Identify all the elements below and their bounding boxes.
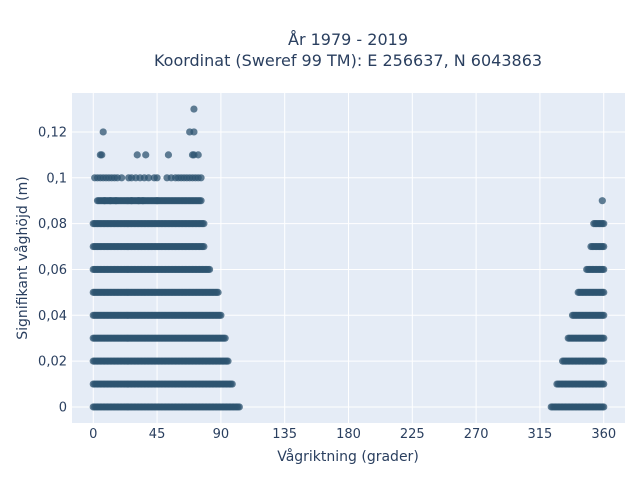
y-tick-label: 0,02 (38, 355, 67, 370)
data-point (99, 128, 107, 136)
x-tick-label: 180 (336, 427, 361, 442)
data-point (194, 151, 202, 159)
data-point (197, 174, 205, 182)
data-point (153, 197, 161, 205)
y-tick-label: 0,1 (46, 171, 67, 186)
chart-title-line1: År 1979 - 2019 (288, 30, 408, 49)
data-point (106, 197, 114, 205)
y-tick-label: 0,06 (38, 263, 67, 278)
data-point (205, 265, 214, 274)
data-points (89, 105, 608, 411)
x-tick-label: 90 (213, 427, 230, 442)
data-point (142, 151, 150, 159)
x-tick-label: 0 (89, 427, 97, 442)
data-point (164, 151, 173, 159)
data-point (118, 174, 126, 182)
data-point (600, 220, 608, 228)
data-point (127, 197, 136, 205)
data-point (600, 311, 608, 319)
data-point (197, 197, 205, 205)
data-point (598, 197, 606, 205)
data-point (200, 242, 208, 251)
x-tick-labels: 0 45 90 135 180 225 270 315 360 (89, 427, 616, 442)
data-point (190, 128, 198, 136)
x-tick-label: 270 (464, 427, 489, 442)
data-point (139, 197, 147, 205)
y-tick-label: 0,08 (38, 217, 67, 232)
data-point (600, 242, 608, 251)
data-point (200, 220, 208, 228)
data-point (600, 403, 608, 411)
x-tick-label: 315 (528, 427, 553, 442)
data-point (112, 197, 120, 205)
data-point (214, 288, 222, 296)
y-axis-label: Signifikant våghöjd (m) (14, 176, 31, 339)
data-point (144, 174, 153, 182)
y-tick-label: 0 (59, 400, 67, 415)
chart-title-line2: Koordinat (Sweref 99 TM): E 256637, N 60… (154, 51, 542, 70)
y-tick-label: 0,04 (38, 309, 67, 324)
y-tick-labels: 0 0,02 0,04 0,06 0,08 0,1 0,12 (38, 125, 67, 415)
data-point (190, 105, 198, 113)
data-point (217, 311, 225, 319)
data-point (221, 334, 229, 342)
x-tick-label: 135 (272, 427, 297, 442)
data-point (224, 357, 232, 365)
x-axis-label: Vågriktning (grader) (277, 448, 419, 465)
x-tick-label: 360 (591, 427, 616, 442)
data-point (98, 151, 106, 159)
data-point (235, 403, 243, 411)
data-point (101, 197, 109, 205)
x-tick-label: 225 (400, 427, 425, 442)
data-point (228, 380, 236, 388)
x-tick-label: 45 (149, 427, 166, 442)
data-point (600, 334, 608, 342)
data-point (600, 357, 608, 365)
data-point (600, 380, 608, 388)
data-point (133, 151, 141, 159)
data-point (600, 288, 608, 296)
data-point (153, 174, 161, 182)
y-tick-label: 0,12 (38, 125, 67, 140)
data-point (600, 265, 608, 274)
